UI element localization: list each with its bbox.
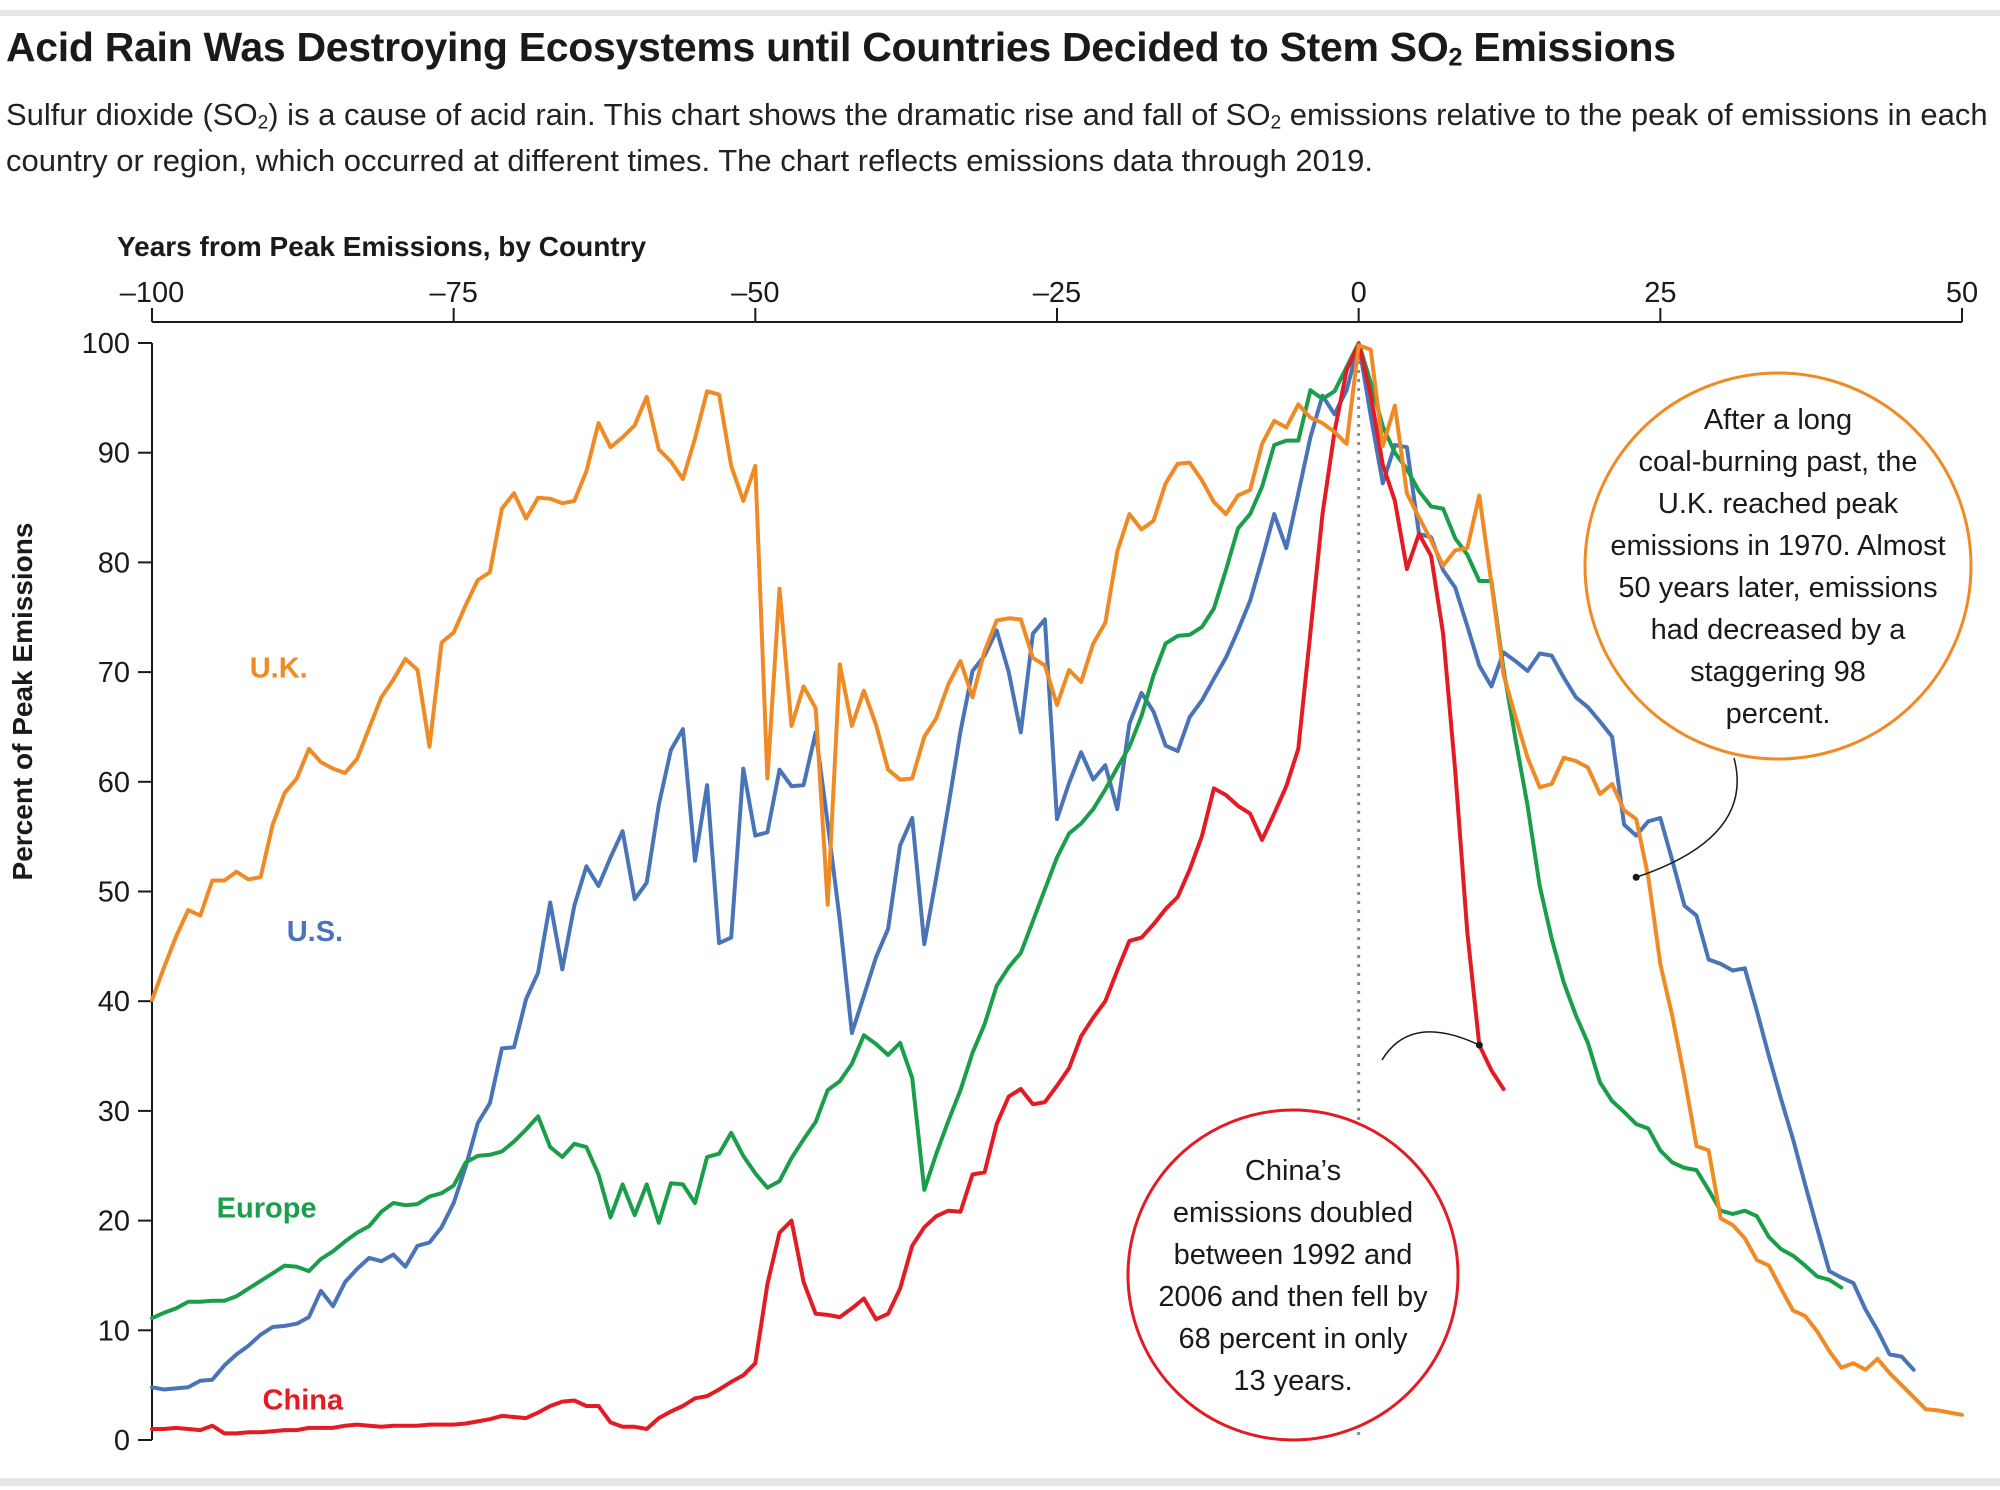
callout-text-line: After a long	[1704, 404, 1852, 436]
series-line-u-k	[150, 343, 1964, 1417]
x-tick-label: 50	[1946, 277, 1978, 309]
subtitle-part-2: ) is a cause of acid rain. This chart sh…	[268, 97, 1271, 132]
china-callout: China’s emissions doubled between 1992 and…	[1126, 1031, 1483, 1442]
title-main: Acid Rain Was Destroying Ecosystems unti…	[6, 24, 1449, 70]
y-tick-label: 50	[98, 877, 130, 909]
callout-text-line: China’s	[1245, 1155, 1341, 1187]
callout-text-line: coal-burning past, the	[1639, 446, 1918, 478]
y-tick-label: 10	[98, 1315, 130, 1347]
series-line-europe	[150, 341, 1844, 1321]
callout-anchor-dot	[1632, 873, 1640, 881]
callout-text-line: 2006 and then fell by	[1158, 1281, 1428, 1313]
series-line-u-s	[150, 342, 1916, 1392]
y-tick-label: 80	[98, 547, 130, 579]
y-tick-label: 90	[98, 438, 130, 470]
label-layer: U.S. Europe China U.K.	[217, 653, 344, 1417]
y-tick-label: 60	[98, 767, 130, 799]
callout-text-line: had decreased by a	[1651, 614, 1907, 646]
x-tick-label: 25	[1644, 277, 1676, 309]
top-rule	[0, 10, 2000, 16]
title-end: Emissions	[1462, 24, 1676, 70]
callout-text-line: between 1992 and	[1174, 1239, 1413, 1271]
x-tick-label: –25	[1033, 277, 1081, 309]
series-layer	[150, 341, 1964, 1436]
callout-anchor-dot	[1475, 1041, 1483, 1049]
series-label-europe: Europe	[217, 1192, 317, 1224]
callout-text-line: 13 years.	[1233, 1365, 1352, 1397]
y-tick-label: 20	[98, 1206, 130, 1238]
subtitle-part-1: Sulfur dioxide (SO	[6, 97, 258, 132]
callout-layer: After a long coal-burning past, the U.K. r…	[1126, 371, 1973, 1442]
chart-subtitle: Sulfur dioxide (SO2) is a cause of acid …	[6, 92, 1994, 184]
callout-bubble	[1126, 1108, 1460, 1442]
x-axis-title: Years from Peak Emissions, by Country	[117, 231, 647, 262]
callout-text-line: 50 years later, emissions	[1618, 572, 1937, 604]
callout-bubble	[1583, 371, 1973, 761]
callout-text-line: emissions doubled	[1173, 1197, 1413, 1229]
bottom-rule	[0, 1478, 2000, 1486]
callout-text-line: percent.	[1726, 698, 1831, 730]
subtitle-part-3: emissions relative to the peak of emissi…	[6, 97, 1988, 178]
x-tick-label: –50	[731, 277, 779, 309]
y-axis-title: Percent of Peak Emissions	[7, 523, 38, 881]
y-tick-label: 0	[114, 1425, 130, 1457]
series-label-u-k: U.K.	[250, 653, 308, 685]
x-tick-label: 0	[1351, 277, 1367, 309]
callout-text-line: emissions in 1970. Almost	[1610, 530, 1945, 562]
y-tick-label: 30	[98, 1096, 130, 1128]
axes: –100 –75 –50 –25 0 25 50 Years from Peak Emissi…	[7, 231, 1978, 1457]
y-tick-label: 40	[98, 986, 130, 1018]
title-subscript: 2	[1448, 43, 1463, 72]
subtitle-subscript-1: 2	[257, 112, 269, 134]
uk-callout: After a long coal-burning past, the U.K. r…	[1583, 371, 1973, 881]
callout-text-line: U.K. reached peak	[1658, 488, 1899, 520]
callout-text-line: 68 percent in only	[1179, 1323, 1408, 1355]
series-label-china: China	[263, 1384, 344, 1416]
chart-title: Acid Rain Was Destroying Ecosystems unti…	[6, 24, 1986, 71]
subtitle-subscript-2: 2	[1270, 112, 1282, 134]
y-tick-label: 100	[82, 328, 130, 360]
series-label-u-s: U.S.	[287, 916, 343, 948]
series-line-china	[150, 342, 1506, 1436]
y-tick-label: 70	[98, 657, 130, 689]
callout-leader-line	[1381, 1031, 1480, 1061]
x-tick-label: –100	[120, 277, 185, 309]
callout-text-line: staggering 98	[1690, 656, 1866, 688]
x-tick-label: –75	[429, 277, 477, 309]
callout-leader-line	[1635, 757, 1738, 878]
